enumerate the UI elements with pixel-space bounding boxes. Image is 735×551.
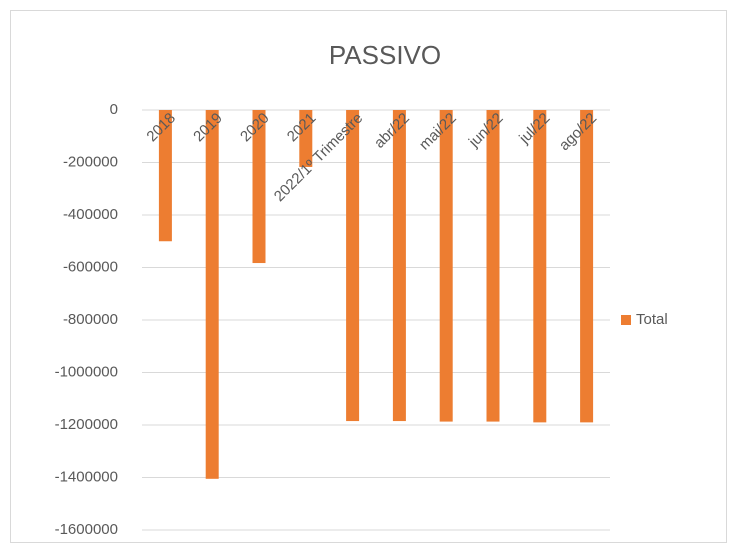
y-tick-label: -1200000: [55, 416, 118, 433]
bar: [252, 110, 266, 264]
y-tick-label: -600000: [63, 258, 118, 275]
y-tick-label: -800000: [63, 311, 118, 328]
bar: [205, 110, 219, 479]
bar: [580, 110, 594, 423]
bar: [533, 110, 547, 423]
bar: [486, 110, 500, 422]
y-tick-label: -1600000: [55, 521, 118, 538]
chart-border: [10, 10, 727, 543]
bar: [439, 110, 453, 422]
legend-swatch: [621, 315, 631, 325]
bar: [392, 110, 406, 422]
y-tick-label: -1000000: [55, 363, 118, 380]
y-tick-label: -400000: [63, 206, 118, 223]
y-tick-label: -200000: [63, 153, 118, 170]
bar: [346, 110, 360, 422]
legend-label: Total: [636, 311, 668, 328]
chart-title: PASSIVO: [329, 40, 441, 70]
y-tick-label: -1400000: [55, 468, 118, 485]
bar: [299, 110, 313, 167]
y-tick-label: 0: [110, 101, 118, 118]
bar: [158, 110, 172, 242]
